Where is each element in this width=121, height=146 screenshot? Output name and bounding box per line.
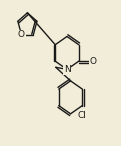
Text: Cl: Cl: [78, 111, 87, 120]
Text: O: O: [90, 57, 97, 66]
Text: O: O: [18, 30, 25, 39]
Text: N: N: [64, 65, 70, 74]
